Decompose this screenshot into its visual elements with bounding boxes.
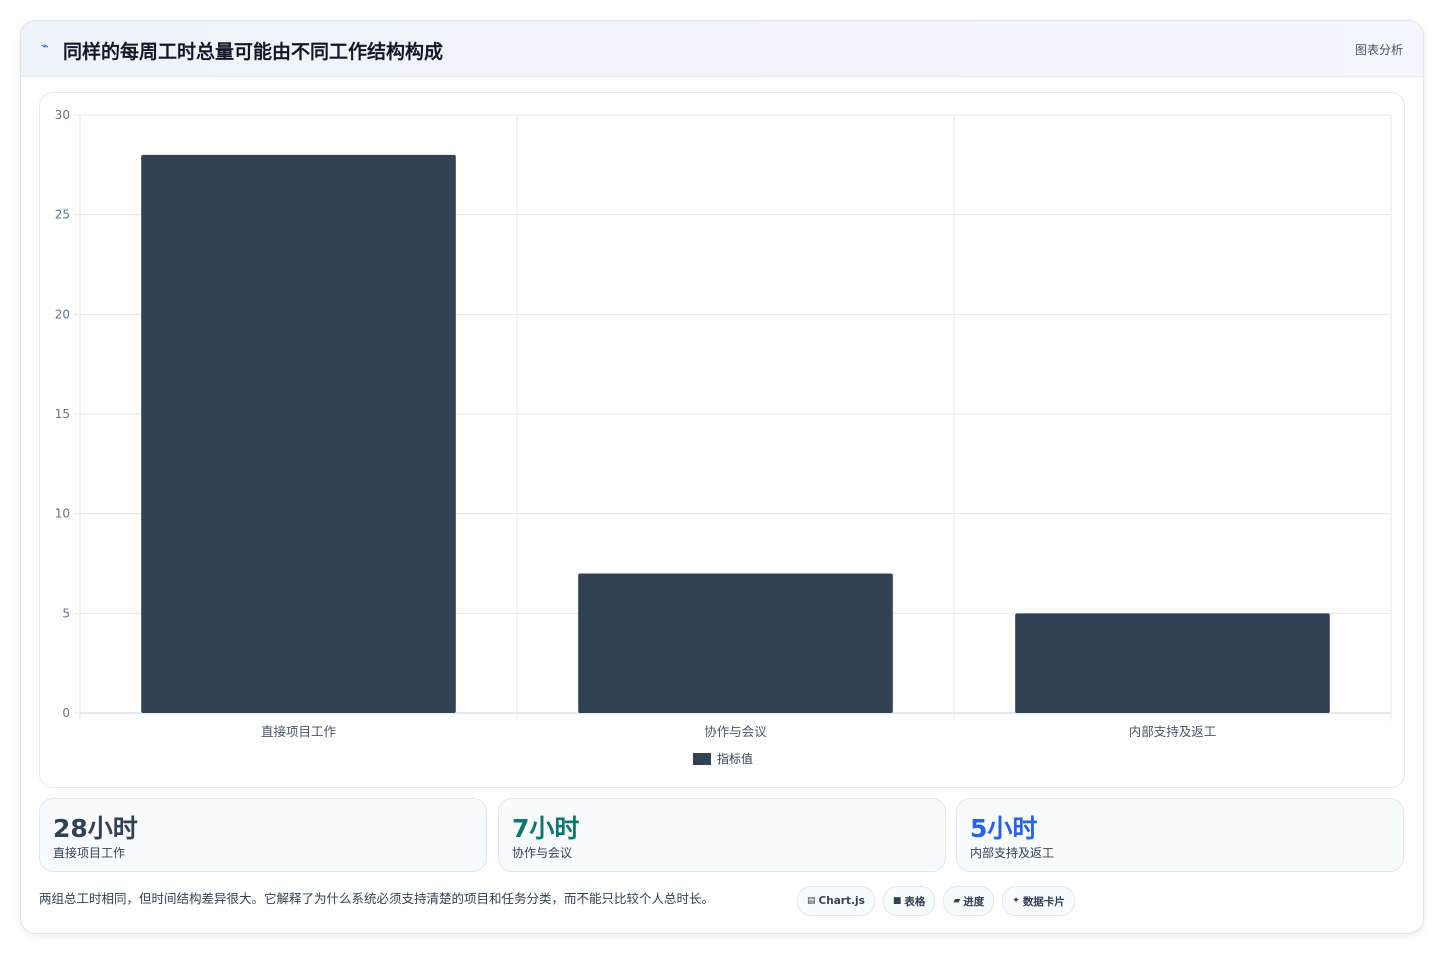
stat-label: 直接项目工作 xyxy=(53,846,126,860)
tag-list: ▤ Chart.js ■ 表格 ▰ 进度 ✦ 数据卡片 xyxy=(797,886,1075,916)
y-tick-label: 20 xyxy=(55,307,70,321)
tag-label: 表格 xyxy=(904,895,926,908)
bar-1 xyxy=(141,154,456,713)
chart-icon: ▤ xyxy=(807,896,816,906)
stat-label: 协作与会议 xyxy=(512,846,573,860)
data-card-icon: ✦ xyxy=(1012,896,1020,906)
x-tick-label: 内部支持及返工 xyxy=(1129,724,1217,739)
bar-2 xyxy=(578,573,893,713)
stat-value: 5小时 xyxy=(970,814,1038,843)
y-tick-label: 30 xyxy=(55,108,70,122)
stat-value: 28小时 xyxy=(53,814,138,843)
stat-card-internal-support: 5小时 内部支持及返工 xyxy=(956,798,1404,872)
tag-label: Chart.js xyxy=(818,895,865,907)
stat-label: 内部支持及返工 xyxy=(970,846,1055,860)
stat-value: 7小时 xyxy=(512,814,580,843)
trend-line-icon: ⌁ xyxy=(41,39,49,54)
chart-card: ⌁ 同样的每周工时总量可能由不同工作结构构成 图表分析 0 5 10 15 20 25 30… xyxy=(20,20,1424,934)
y-tick-label: 10 xyxy=(55,507,70,521)
y-tick-label: 25 xyxy=(55,208,70,222)
progress-icon: ▰ xyxy=(953,896,961,906)
table-icon: ■ xyxy=(892,896,902,906)
tag-label: 数据卡片 xyxy=(1022,895,1065,908)
chart-panel: 0 5 10 15 20 25 30 直接项目工作 协作与会议 内部支持及返工指标值 xyxy=(39,92,1405,788)
stat-card-direct-work: 28小时 直接项目工作 xyxy=(39,798,487,872)
tag-table[interactable]: ■ 表格 xyxy=(882,886,936,916)
y-tick-label: 15 xyxy=(55,407,70,421)
tag-label: 进度 xyxy=(963,895,985,908)
tag-data-card[interactable]: ✦ 数据卡片 xyxy=(1002,886,1075,916)
page-title: 同样的每周工时总量可能由不同工作结构构成 xyxy=(63,41,444,63)
legend-swatch xyxy=(693,753,711,765)
y-tick-label: 0 xyxy=(62,706,70,720)
legend-label: 指标值 xyxy=(717,751,753,766)
tag-progress[interactable]: ▰ 进度 xyxy=(943,886,995,916)
x-tick-label: 直接项目工作 xyxy=(261,724,337,739)
card-header: ⌁ 同样的每周工时总量可能由不同工作结构构成 图表分析 xyxy=(21,21,1423,77)
footer-explanation: 两组总工时相同，但时间结构差异很大。它解释了为什么系统必须支持清楚的项目和任务分… xyxy=(39,891,715,906)
stat-card-collaboration: 7小时 协作与会议 xyxy=(498,798,946,872)
x-tick-label: 协作与会议 xyxy=(704,724,767,739)
header-category-label: 图表分析 xyxy=(1354,43,1403,57)
y-tick-label: 5 xyxy=(62,606,70,620)
bar-3 xyxy=(1015,613,1330,713)
tag-chartjs[interactable]: ▤ Chart.js xyxy=(797,886,875,916)
